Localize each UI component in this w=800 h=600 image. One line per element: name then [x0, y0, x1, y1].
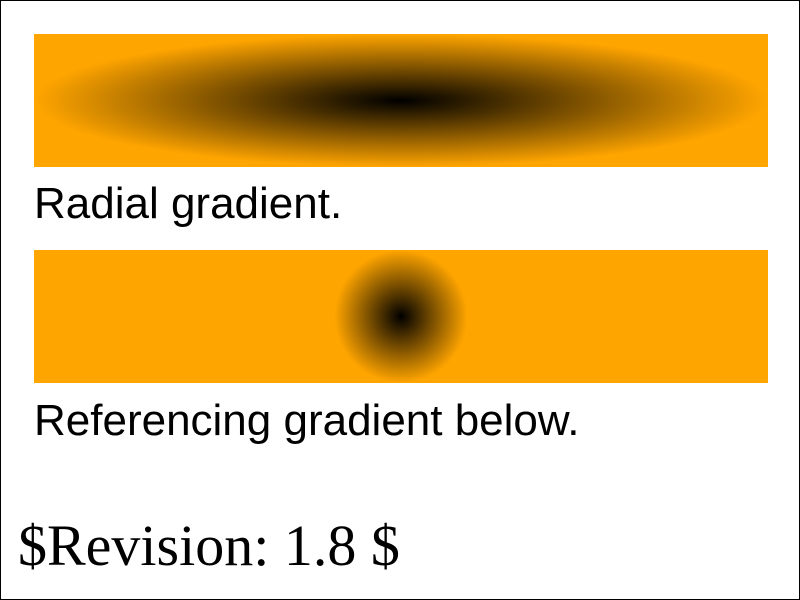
revision-label: $Revision: 1.8 $: [18, 513, 400, 578]
radial-gradient-fill: [34, 34, 768, 167]
caption-radial-gradient: Radial gradient.: [34, 179, 343, 228]
referenced-radial-gradient-fill: [34, 250, 768, 383]
referencing-gradient-rect: [34, 250, 768, 383]
caption-referencing-gradient: Referencing gradient below.: [34, 396, 580, 445]
radial-gradient-rect: [34, 34, 768, 167]
